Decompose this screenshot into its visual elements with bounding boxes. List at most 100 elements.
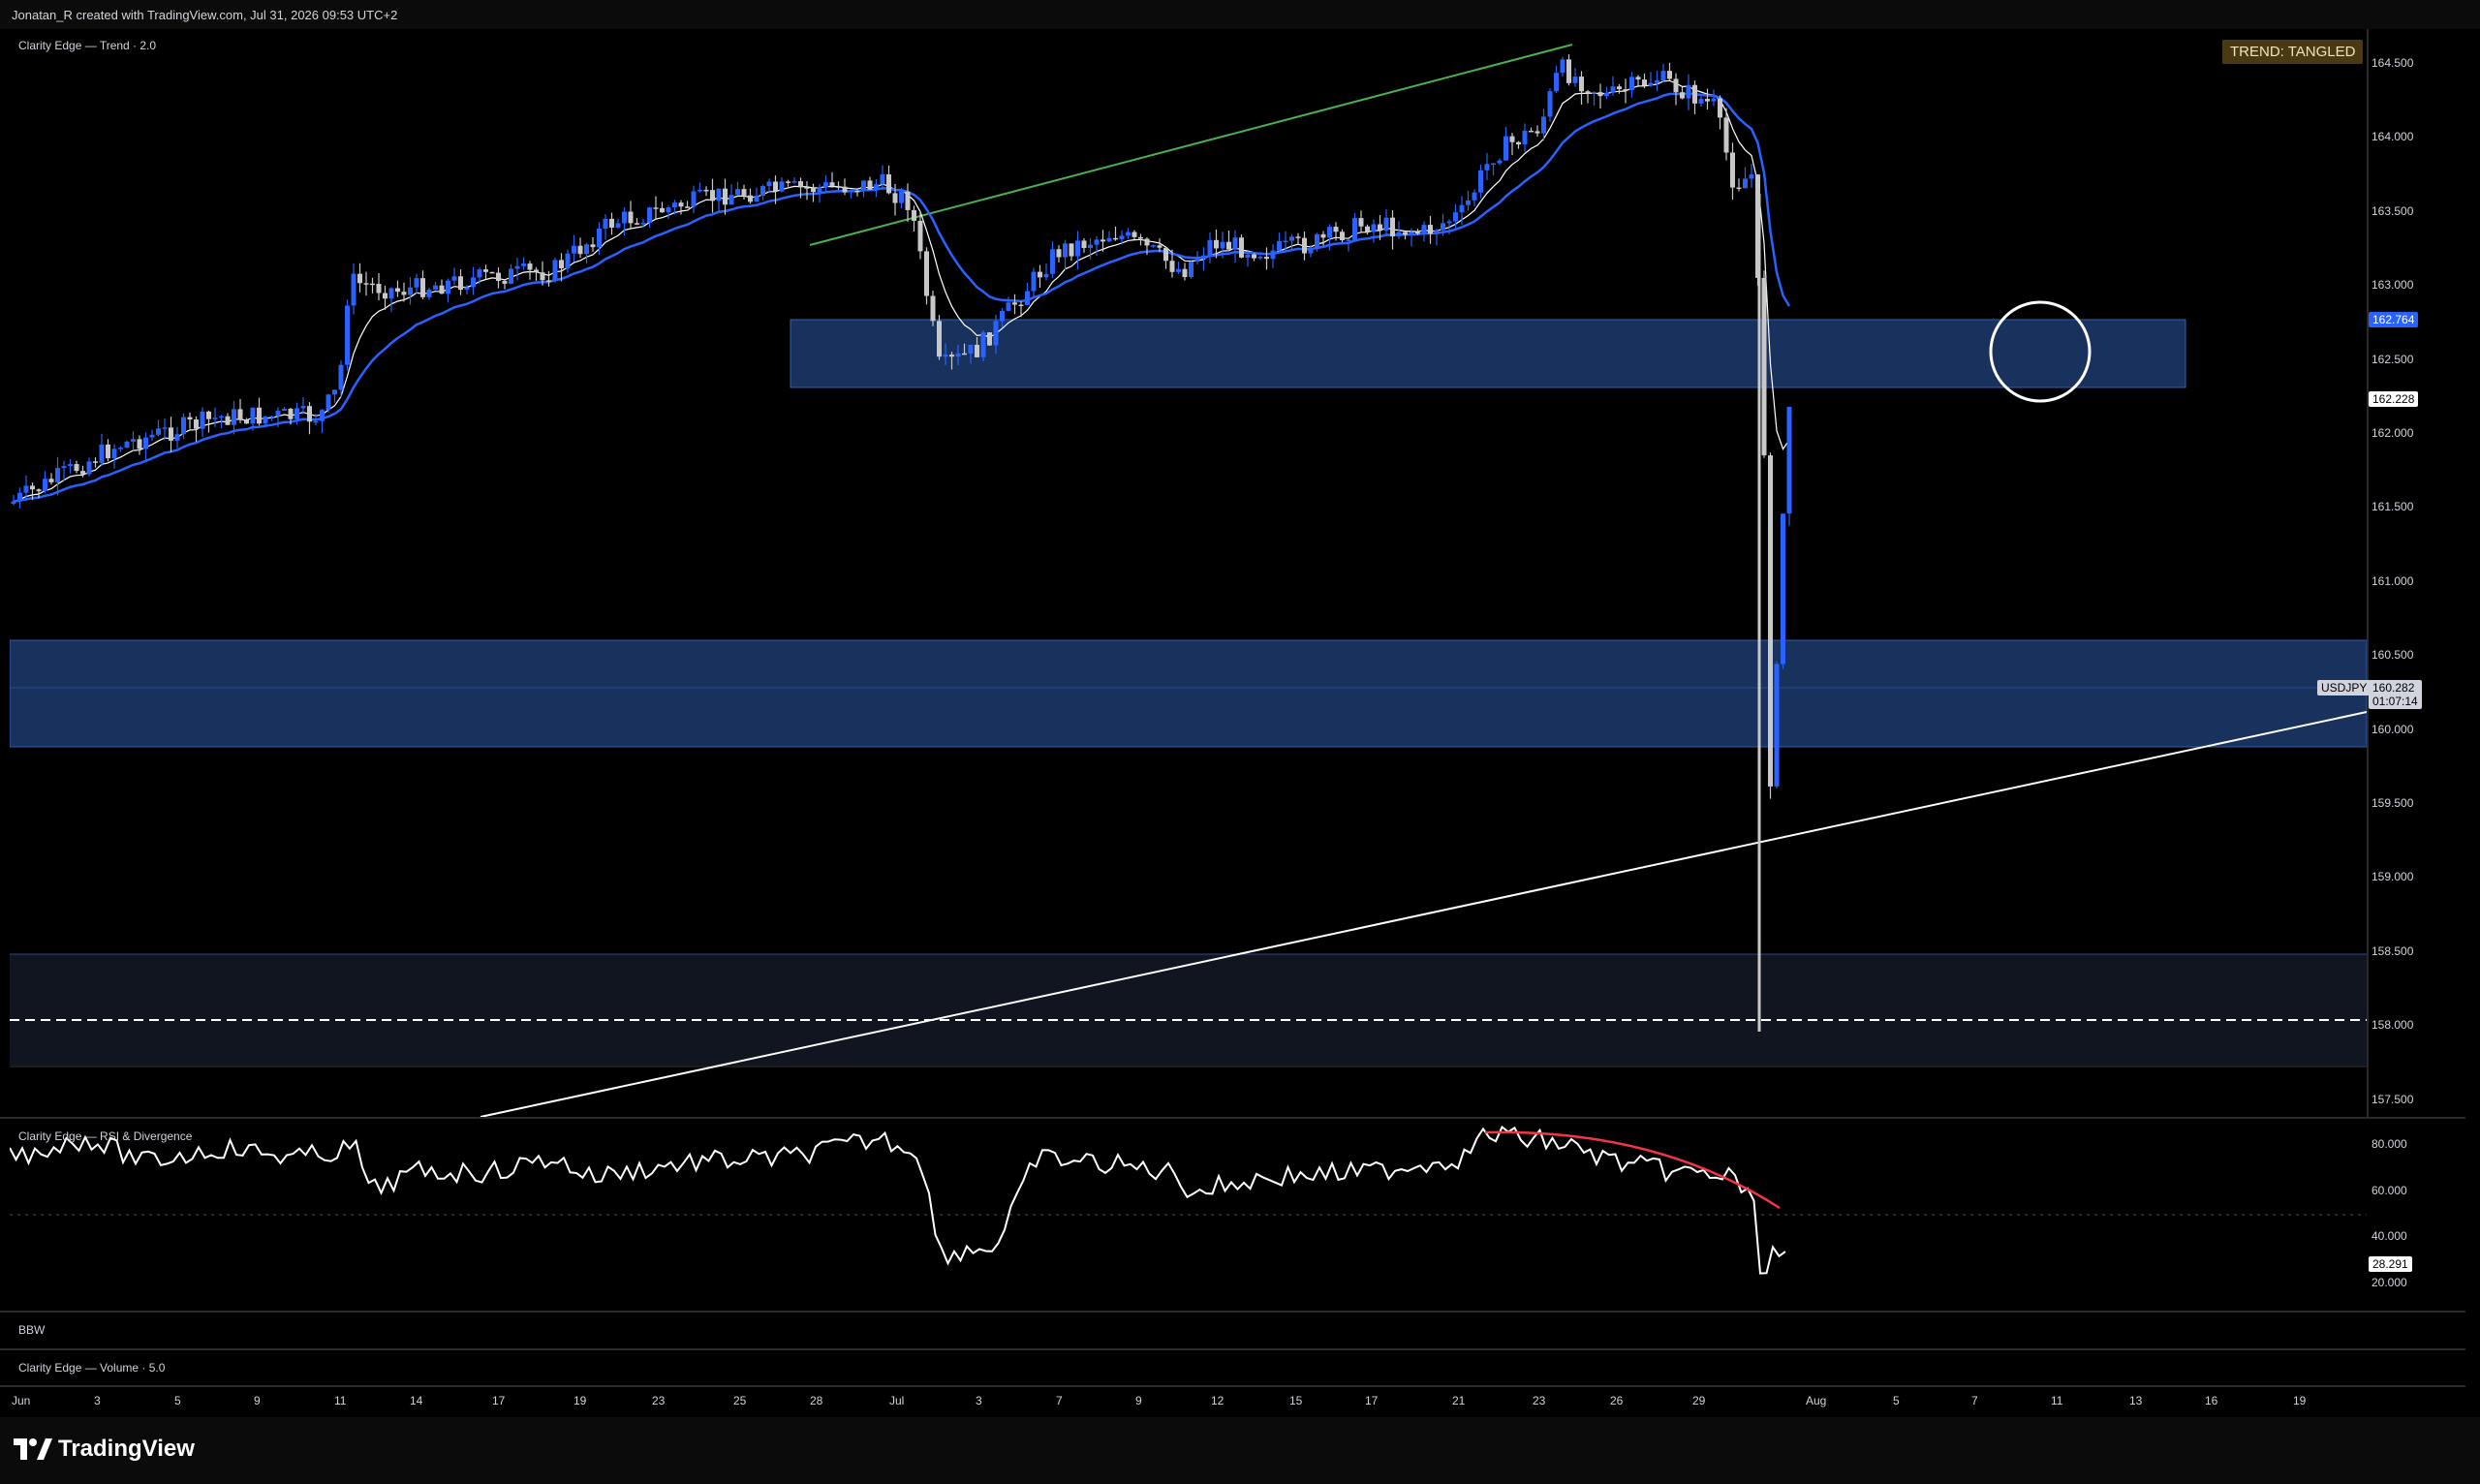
candle-body [263,416,268,424]
rsi-value-tag: 28.291 [2369,1256,2412,1272]
candle-body [1000,310,1005,322]
candle-body [477,269,482,278]
candle-body [1597,92,1603,97]
brand-name: TradingView [58,1436,195,1462]
candle-body [1157,245,1162,248]
bbw-label[interactable]: BBW [18,1323,46,1337]
candle-body [1245,254,1251,258]
time-tick: 3 [976,1394,982,1407]
footer-bar [0,1417,2480,1484]
candle-body [1673,78,1679,93]
candle-body [1315,233,1319,250]
time-tick: 25 [733,1394,747,1407]
candle-body [1718,98,1722,118]
price-tick: 160.000 [2372,722,2414,736]
candle-body [1194,259,1200,263]
candle-body [584,244,589,255]
candle-body [269,416,274,418]
candle-body [1428,225,1433,234]
current-price: 160.282 [2372,681,2415,695]
candle-body [1232,237,1238,250]
candle-body [590,244,596,248]
candle-body [552,260,558,282]
candle-body [408,287,413,295]
candle-body [451,276,457,281]
candle-body [534,269,539,273]
candle-body [842,186,848,193]
time-tick: Jun [12,1394,31,1407]
candle-body [1554,73,1559,92]
candle-body [1302,237,1307,254]
pane-separator-rsi[interactable] [0,1117,2465,1119]
candle-body [980,332,986,357]
candle-body [1403,232,1408,235]
lower-zone [10,954,2367,1066]
candle-body [849,190,853,193]
green-trendline[interactable] [809,44,1573,246]
upper-zone[interactable] [790,319,2186,388]
candle-body [786,181,790,183]
candle-body [1069,243,1074,257]
candle-body [187,417,193,420]
pane-separator-volume[interactable] [0,1348,2465,1350]
candle-body [798,181,803,188]
candle-body [917,220,923,252]
candle-body [496,272,501,281]
time-tick: 5 [1893,1394,1900,1407]
candle-body [174,434,180,441]
candle-body [1472,192,1477,201]
candle-body [1736,187,1742,190]
candle-body [1189,262,1194,278]
candle-body [338,364,344,390]
volume-label[interactable]: Clarity Edge — Volume · 5.0 [18,1361,166,1375]
candle-body [55,468,60,482]
candle-body [1667,71,1672,79]
candle-body [949,355,954,357]
trend-indicator-label[interactable]: Clarity Edge — Trend · 2.0 [18,39,157,52]
candle-body [36,489,42,492]
candle-body [975,344,979,357]
time-tick: 19 [574,1394,587,1407]
circle-annotation[interactable] [1989,300,2092,403]
candle-body [1106,237,1112,242]
candle-body [320,410,325,421]
candle-body [307,406,312,422]
candle-body [861,180,866,192]
candle-body [1169,261,1175,272]
pane-separator-bbw[interactable] [0,1311,2465,1313]
candle-body [111,448,117,459]
price-tick: 161.000 [2372,573,2414,588]
price-chart[interactable] [10,29,2367,1117]
candle-body [836,186,841,188]
middle-zone[interactable] [10,639,2367,748]
candle-body [1692,84,1697,104]
candle-body [93,461,98,463]
candle-body [937,321,942,357]
white-ma-price-tag: 162.228 [2369,391,2419,407]
candle-body [1534,131,1540,134]
candle-body [1138,236,1143,239]
candle-body [1484,164,1490,170]
rsi-chart[interactable] [10,1119,2367,1311]
candle-body [1522,130,1528,145]
candle-body [1038,271,1042,278]
main-chart-pane[interactable] [10,29,2369,1117]
rsi-label[interactable]: Clarity Edge — RSI & Divergence [18,1129,193,1143]
tradingview-logo[interactable]: TradingView [14,1436,195,1463]
candle-body [1220,241,1225,249]
candle-body [376,284,382,294]
candle-body [11,501,16,504]
candle-body [1214,239,1219,249]
price-tick: 158.500 [2372,943,2414,958]
candle-body [143,437,148,449]
rsi-line [10,1125,1786,1275]
candle-body [924,251,929,296]
candle-body [716,188,722,201]
white-trendline[interactable] [480,711,2367,1117]
candle-body [1749,174,1754,179]
bearish-divergence-line[interactable] [1484,1130,1781,1210]
candle-body [483,269,488,272]
candle-body [1680,92,1685,99]
candle-body [106,444,110,459]
time-tick: 26 [1610,1394,1624,1407]
